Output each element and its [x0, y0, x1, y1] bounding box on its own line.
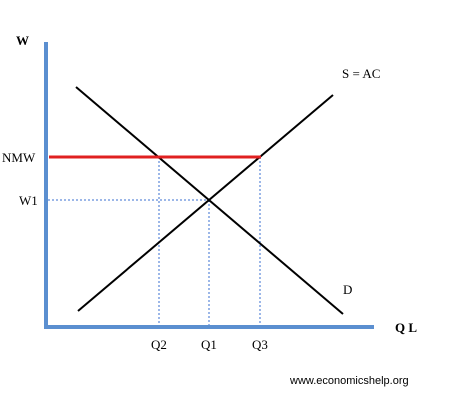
y-axis-label: W [16, 33, 29, 48]
demand-curve-label: D [343, 282, 352, 297]
supply-curve [77, 94, 334, 312]
w1-label: W1 [19, 193, 38, 208]
q3-label: Q3 [252, 337, 268, 352]
source-url: www.economicshelp.org [289, 375, 409, 387]
q1-label: Q1 [201, 337, 217, 352]
nmw-label: NMW [2, 150, 36, 165]
supply-curve-label: S = AC [342, 66, 380, 81]
x-axis-label: Q L [395, 320, 417, 335]
q2-label: Q2 [151, 337, 167, 352]
